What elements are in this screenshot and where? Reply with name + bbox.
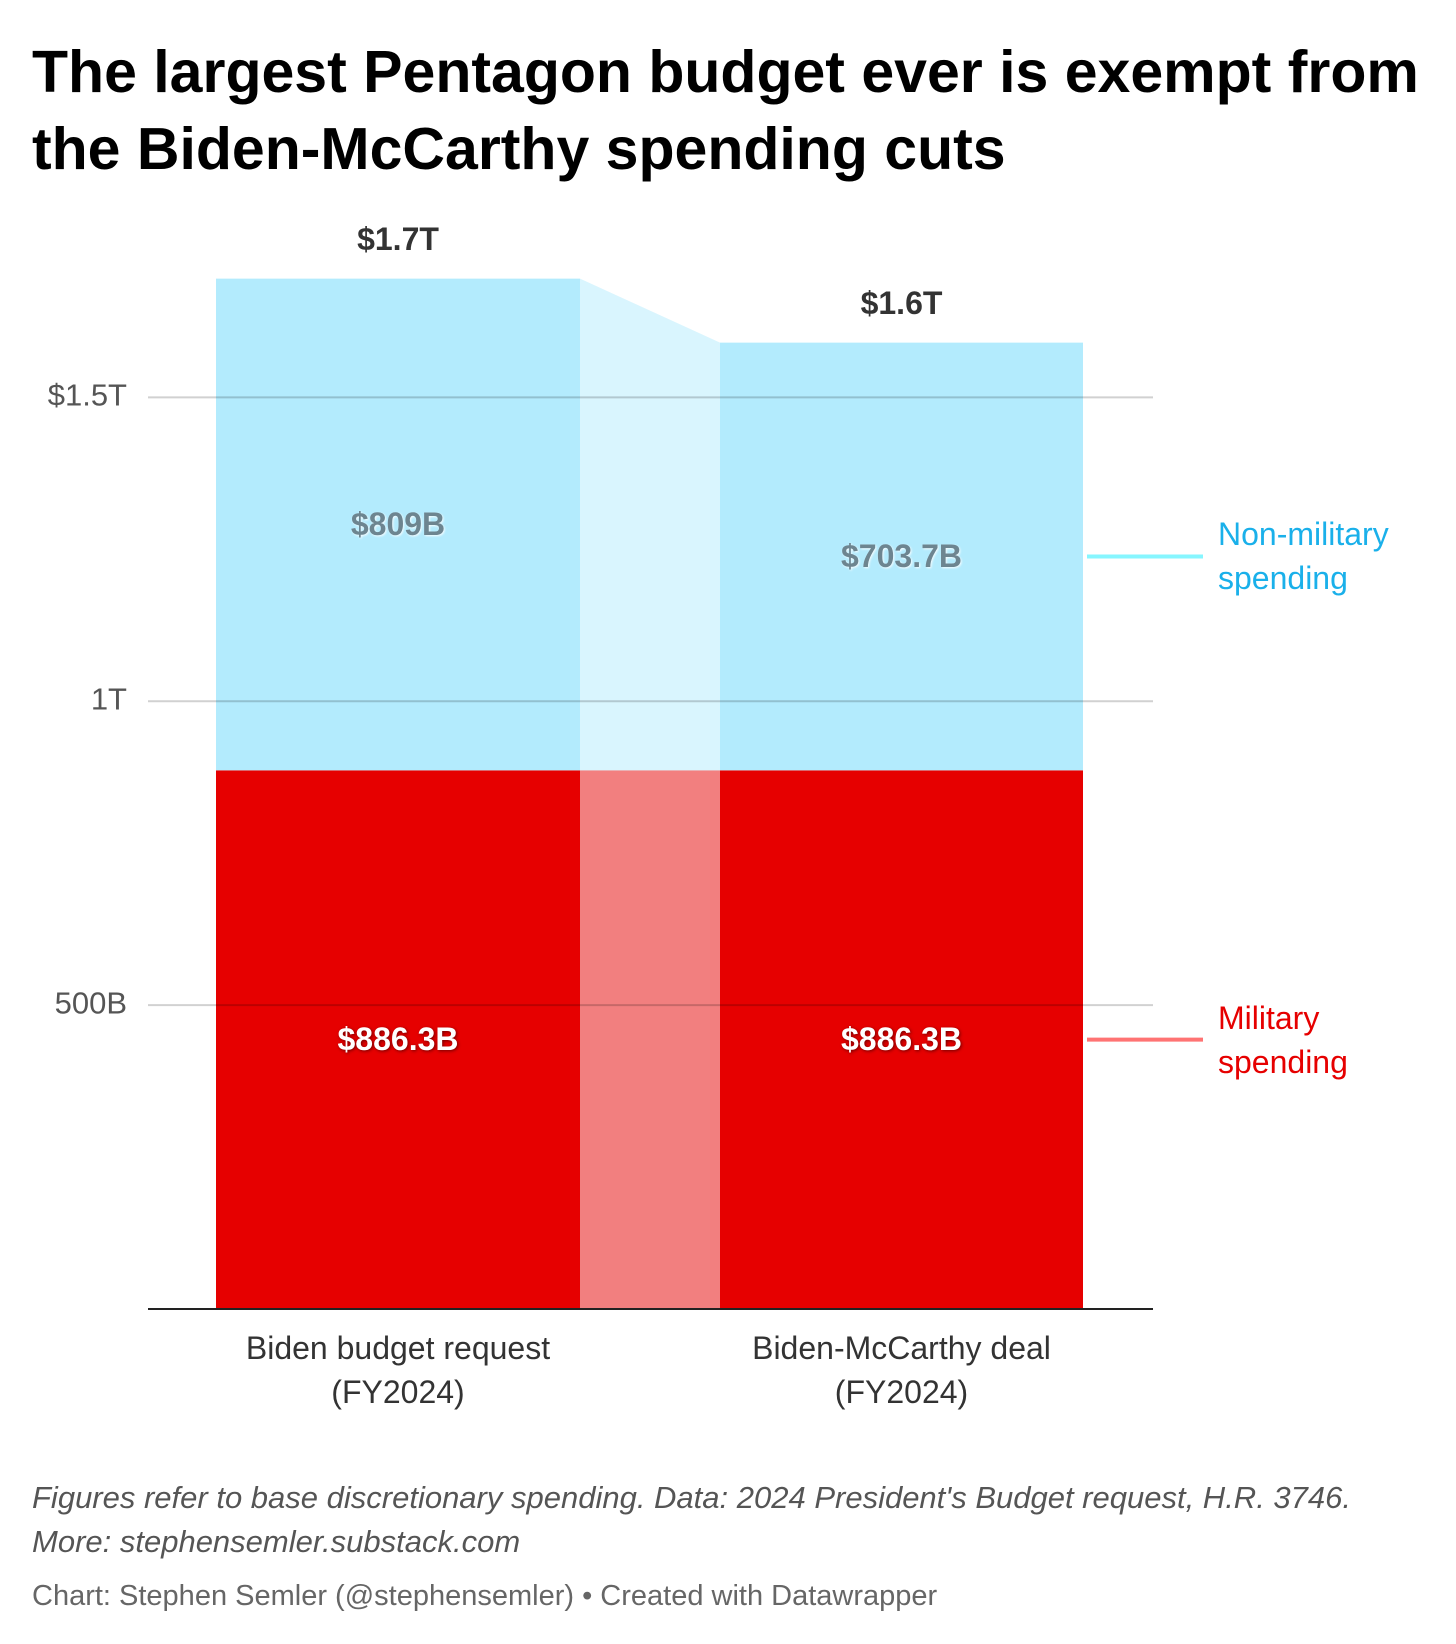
value-label: $886.3B: [338, 1021, 459, 1057]
y-tick-label: 1T: [91, 681, 127, 716]
chart-title: The largest Pentagon budget ever is exem…: [32, 39, 1419, 182]
value-label: $886.3B: [841, 1021, 962, 1057]
legend-label: Non-military spending: [1218, 516, 1389, 597]
x-tick-label: Biden-McCarthy deal (FY2024): [752, 1330, 1051, 1410]
total-label: $1.7T: [357, 221, 439, 257]
bar-segment: [216, 278, 580, 771]
total-label: $1.6T: [861, 285, 943, 321]
y-tick-label: $1.5T: [48, 378, 127, 413]
credit: Chart: Stephen Semler (@stephensemler) •…: [32, 1580, 938, 1612]
connector: [580, 278, 720, 771]
y-tick-label: 500B: [55, 985, 127, 1020]
connector: [580, 770, 720, 1309]
value-label: $703.7B: [841, 538, 962, 574]
bar-segment: [720, 770, 1083, 1309]
bar-segment: [216, 770, 580, 1309]
note: Figures refer to base discretionary spen…: [32, 1480, 1351, 1559]
bar-segment: [720, 342, 1083, 771]
value-label: $809B: [351, 506, 445, 542]
legend-label: Military spending: [1218, 999, 1348, 1080]
x-tick-label: Biden budget request (FY2024): [245, 1330, 551, 1410]
